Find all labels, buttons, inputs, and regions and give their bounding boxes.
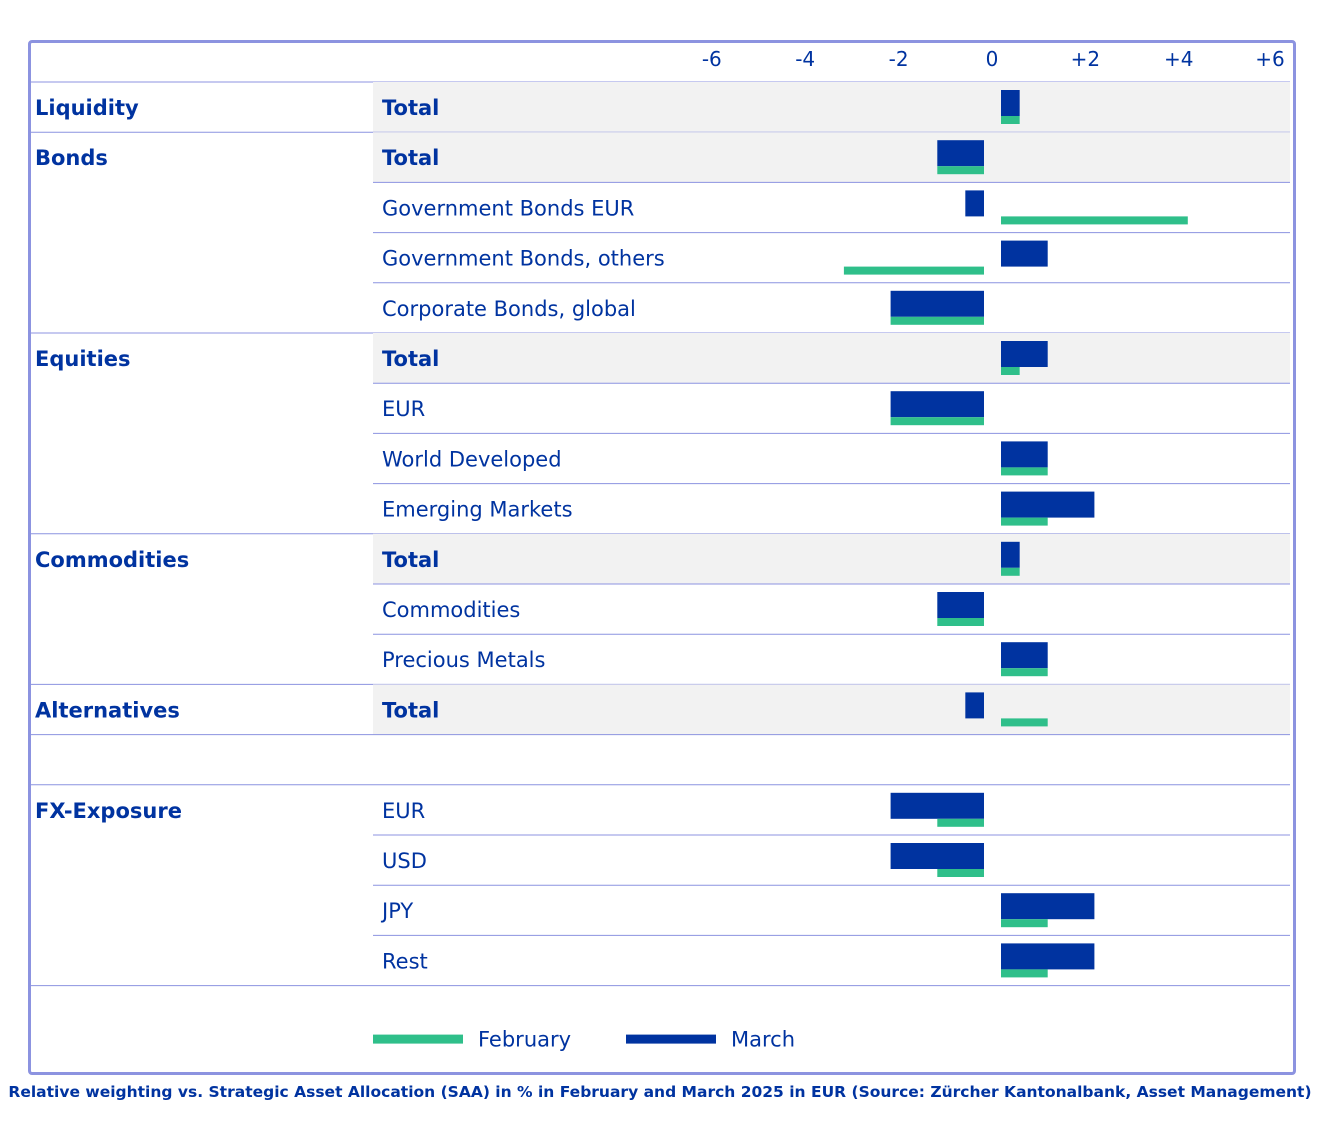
march-bar — [1001, 541, 1020, 568]
february-bar — [1001, 919, 1048, 928]
total-row-bg — [373, 684, 1290, 735]
february-bar — [843, 266, 984, 275]
march-bar — [890, 391, 984, 418]
legend-swatch-march — [626, 1034, 716, 1044]
february-bar — [890, 316, 984, 325]
legend-label: March — [731, 1028, 795, 1052]
row-label: Rest — [382, 949, 428, 973]
total-row-bg — [373, 333, 1290, 384]
march-bar — [890, 792, 984, 819]
x-tick-label: 0 — [986, 47, 999, 71]
february-bar — [1001, 567, 1020, 576]
row-label: World Developed — [382, 447, 562, 471]
march-bar — [1001, 240, 1048, 267]
march-bar — [965, 190, 984, 217]
x-tick-label: -6 — [702, 47, 722, 71]
row-label: Total — [382, 146, 439, 170]
march-bar — [1001, 642, 1048, 669]
march-bar — [1001, 341, 1048, 367]
row-label: Government Bonds EUR — [382, 196, 634, 220]
x-tick-label: -4 — [795, 47, 815, 71]
march-bar — [1001, 893, 1095, 920]
row-label: Corporate Bonds, global — [382, 297, 636, 321]
march-bar — [937, 140, 984, 167]
row-label: Total — [382, 347, 439, 371]
group-label: Alternatives — [35, 698, 180, 722]
x-tick-label: +4 — [1164, 47, 1193, 71]
february-bar — [1001, 467, 1048, 476]
row-label: Precious Metals — [382, 648, 545, 672]
row-label: EUR — [382, 397, 425, 421]
row-label: Commodities — [382, 598, 520, 622]
march-bar — [965, 692, 984, 719]
march-bar — [1001, 491, 1095, 518]
group-label: Commodities — [35, 548, 189, 572]
chart-frame — [28, 40, 1296, 1075]
legend-label: February — [478, 1028, 571, 1052]
march-bar — [937, 592, 984, 618]
february-bar — [937, 869, 984, 877]
row-label: Government Bonds, others — [382, 247, 665, 271]
row-label: Total — [382, 96, 439, 120]
row-label: Emerging Markets — [382, 498, 573, 522]
march-bar — [890, 290, 984, 317]
allocation-chart: -6 -4 -2 0 +2 +4 +6 Total Liquidity Total Governme… — [28, 47, 1290, 1052]
row-label: EUR — [382, 799, 425, 823]
february-bar — [890, 417, 984, 426]
group-label: Equities — [35, 347, 131, 371]
march-bar — [1001, 90, 1020, 116]
february-bar — [1001, 367, 1020, 375]
x-tick-label: +6 — [1255, 47, 1284, 71]
chart-caption: Relative weighting vs. Strategic Asset A… — [8, 1083, 1312, 1101]
group-label: Bonds — [35, 146, 108, 170]
february-bar — [1001, 668, 1048, 677]
february-bar — [1001, 517, 1048, 526]
february-bar — [1001, 116, 1020, 124]
row-label: Total — [382, 548, 439, 572]
march-bar — [1001, 441, 1048, 468]
legend-swatch-february — [373, 1034, 463, 1044]
group-label: Liquidity — [35, 96, 139, 120]
february-bar — [1001, 718, 1048, 727]
row-label: Total — [382, 698, 439, 722]
x-tick-label: +2 — [1071, 47, 1100, 71]
row-label: JPY — [380, 899, 413, 923]
total-row-bg — [373, 132, 1290, 183]
february-bar — [1001, 969, 1048, 978]
february-bar — [937, 618, 984, 626]
total-row-bg — [373, 82, 1290, 133]
february-bar — [937, 166, 984, 175]
march-bar — [1001, 943, 1095, 970]
x-tick-label: -2 — [889, 47, 909, 71]
total-row-bg — [373, 533, 1290, 584]
march-bar — [890, 843, 984, 869]
february-bar — [1001, 216, 1188, 225]
row-label: USD — [382, 849, 427, 873]
february-bar — [937, 818, 984, 827]
group-label: FX-Exposure — [35, 799, 182, 823]
